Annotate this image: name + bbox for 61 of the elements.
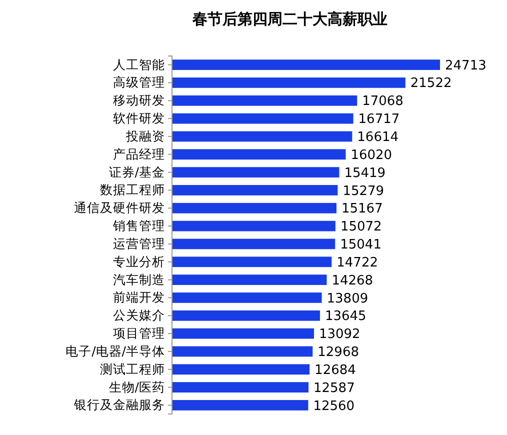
data-label: 13809 — [326, 291, 368, 306]
data-label: 17068 — [362, 94, 404, 110]
y-tick-label: 投融资 — [125, 128, 165, 144]
data-label: 15279 — [342, 184, 384, 199]
data-label: 16717 — [358, 112, 400, 128]
y-tick-label: 汽车制造 — [113, 272, 165, 287]
data-label: 13645 — [324, 309, 366, 324]
bar — [172, 60, 440, 70]
data-label: 15167 — [341, 202, 383, 217]
y-tick-label: 前端开发 — [113, 290, 165, 305]
y-tick-label: 公关媒介 — [113, 308, 165, 323]
chart-title: 春节后第四周二十大高薪职业 — [192, 10, 388, 28]
data-label: 13092 — [318, 327, 360, 342]
y-tick-label: 生物/医药 — [108, 379, 165, 394]
data-label: 14268 — [332, 273, 374, 288]
bar — [172, 382, 308, 392]
data-label: 16020 — [350, 148, 392, 163]
bar — [172, 113, 354, 124]
bar — [172, 400, 308, 410]
bar — [172, 131, 352, 142]
bar — [172, 274, 327, 285]
y-tick-label: 专业分析 — [113, 254, 165, 269]
bar — [172, 364, 310, 375]
bar — [172, 95, 358, 106]
y-tick-label: 电子/电器/半导体 — [66, 343, 165, 358]
y-tick-label: 软件研发 — [113, 110, 165, 126]
bar — [172, 220, 336, 232]
y-tick-label: 通信及硬件研发 — [74, 200, 165, 216]
bar — [172, 149, 346, 160]
data-label: 16614 — [357, 130, 399, 145]
data-label: 12968 — [318, 345, 359, 360]
data-label: 15072 — [340, 220, 382, 235]
y-tick-label: 测试工程师 — [100, 361, 165, 376]
bar — [172, 346, 313, 357]
data-label: 21522 — [410, 76, 452, 92]
bar — [172, 238, 336, 250]
bar — [172, 292, 322, 303]
data-label: 24713 — [445, 58, 486, 74]
bar — [172, 328, 314, 339]
y-tick-label: 项目管理 — [113, 326, 165, 341]
bar — [172, 256, 332, 268]
data-label: 12560 — [313, 398, 355, 414]
data-label: 15419 — [344, 166, 386, 181]
bar — [172, 78, 406, 88]
y-tick-label: 数据工程师 — [100, 182, 165, 198]
bar — [172, 167, 340, 178]
data-label: 12684 — [314, 362, 356, 378]
data-label: 15041 — [340, 238, 382, 253]
y-tick-label: 销售管理 — [112, 218, 165, 234]
data-label: 14722 — [336, 255, 378, 270]
bar — [172, 310, 320, 321]
y-tick-label: 移动研发 — [113, 92, 165, 108]
y-tick-label: 人工智能 — [113, 56, 165, 72]
y-tick-label: 证券/基金 — [108, 164, 165, 180]
bar — [172, 202, 336, 214]
y-tick-label: 产品经理 — [113, 146, 165, 162]
data-label: 12587 — [314, 380, 355, 396]
bar — [172, 185, 338, 196]
y-tick-label: 高级管理 — [113, 74, 165, 90]
y-tick-label: 银行及金融服务 — [73, 397, 165, 412]
y-tick-label: 运营管理 — [113, 236, 165, 251]
